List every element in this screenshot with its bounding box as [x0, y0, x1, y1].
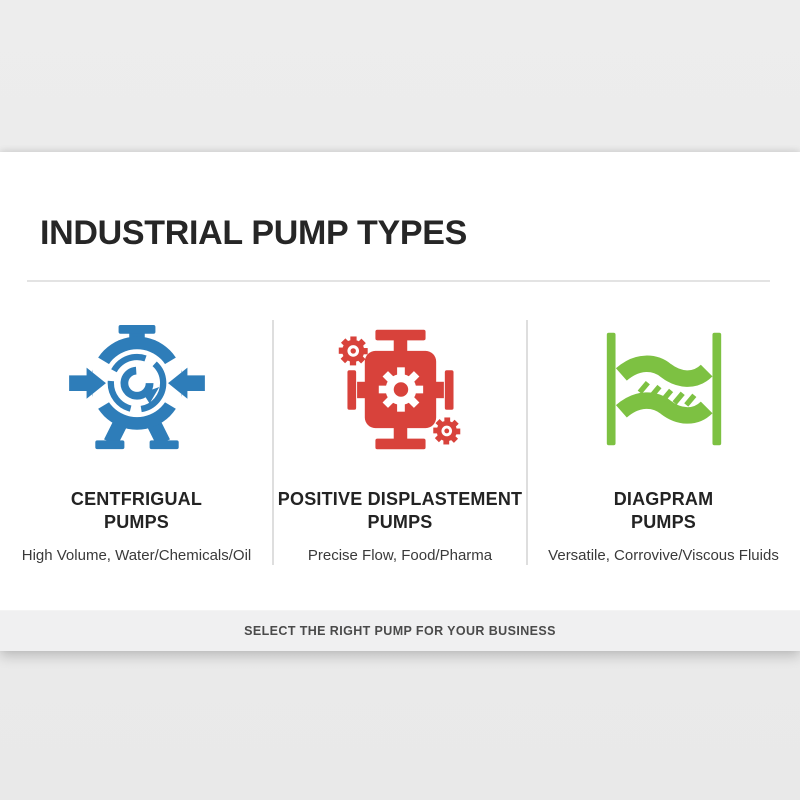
pump-name-label: CENTFRIGUAL PUMPS [0, 488, 273, 534]
pump-name-line1: POSITIVE DISPLASTEMENT [277, 489, 523, 509]
centrifugal-pump-icon [0, 314, 273, 464]
column-divider [272, 320, 274, 565]
column-positive-displacement-pumps: POSITIVE DISPLASTEMENT PUMPS Precise Flo… [273, 314, 527, 564]
page-title: INDUSTRIAL PUMP TYPES [40, 214, 467, 252]
pump-name-label: DIAGPRAM PUMPS [527, 488, 800, 534]
pump-description: Versatile, Corrovive/Viscous Fluids [548, 547, 779, 565]
pump-type-columns: CENTFRIGUAL PUMPS High Volume, Water/Che… [0, 314, 800, 564]
pump-name-line1: DIAGPRAM [613, 489, 714, 509]
pump-name-label: POSITIVE DISPLASTEMENT PUMPS [273, 488, 527, 534]
title-divider-rule [27, 280, 770, 282]
pump-name-line2: PUMPS [103, 512, 169, 533]
pump-name-line1: CENTFRIGUAL [70, 489, 203, 509]
slide-main-area: INDUSTRIAL PUMP TYPES [0, 152, 800, 610]
footer-tagline: SELECT THE RIGHT PUMP FOR YOUR BUSINESS [244, 624, 556, 638]
pump-description: Precise Flow, Food/Pharma [307, 547, 493, 565]
column-diaphragm-pumps: DIAGPRAM PUMPS Versatile, Corrovive/Visc… [527, 314, 800, 564]
pump-name-line2: PUMPS [367, 512, 433, 533]
gear-pump-icon [273, 314, 527, 464]
pump-name-line2: PUMPS [630, 512, 696, 533]
column-centrifugal-pumps: CENTFRIGUAL PUMPS High Volume, Water/Che… [0, 314, 273, 564]
infographic-slide: INDUSTRIAL PUMP TYPES [0, 152, 800, 651]
pump-description: High Volume, Water/Chemicals/Oil [21, 547, 252, 565]
diaphragm-pump-icon [527, 314, 800, 464]
footer-banner: SELECT THE RIGHT PUMP FOR YOUR BUSINESS [0, 610, 800, 651]
column-divider [526, 320, 528, 565]
